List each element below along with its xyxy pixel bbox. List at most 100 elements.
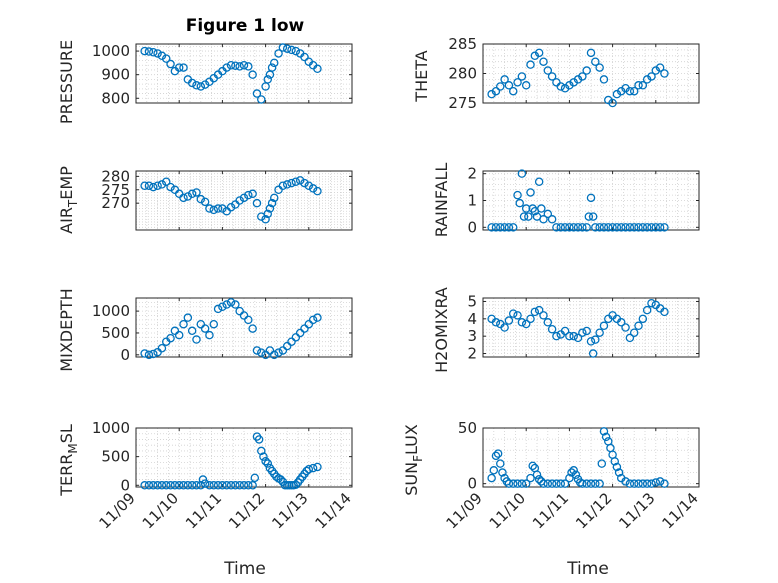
y-tick-label: 1000	[92, 302, 130, 320]
data-point	[595, 223, 604, 232]
data-point	[267, 198, 277, 208]
data-point	[248, 324, 257, 333]
data-point	[295, 176, 305, 185]
data-point	[170, 481, 180, 490]
data-point	[625, 333, 635, 343]
data-point	[166, 59, 175, 69]
data-point	[556, 82, 566, 91]
data-point	[500, 223, 509, 232]
data-point	[508, 86, 518, 96]
plot-area	[483, 298, 699, 357]
data-point	[166, 481, 175, 490]
ylabel-mixdepth: MIXDEPTH	[57, 288, 76, 371]
data-point	[634, 223, 643, 232]
y-tick-label: 280	[101, 167, 130, 185]
y-tick-label: 1	[467, 192, 477, 210]
data-point	[547, 215, 557, 224]
data-point	[254, 435, 264, 444]
data-point	[571, 470, 581, 480]
data-point	[539, 479, 548, 488]
data-point	[205, 481, 214, 490]
data-point	[591, 335, 600, 344]
data-point	[528, 204, 537, 213]
data-point	[569, 466, 578, 475]
data-point	[263, 459, 273, 468]
data-point	[616, 223, 626, 232]
data-point	[308, 184, 318, 193]
data-point	[282, 341, 292, 351]
data-point	[248, 70, 257, 79]
data-point	[205, 330, 214, 340]
data-point	[552, 479, 561, 488]
data-point	[595, 63, 604, 72]
data-point	[629, 328, 639, 337]
data-point	[226, 60, 236, 70]
axes-box	[135, 297, 353, 358]
data-point	[291, 480, 301, 489]
data-point	[157, 481, 167, 490]
plot-area	[483, 428, 699, 487]
data-point	[647, 479, 656, 488]
data-point	[282, 180, 292, 189]
data-point	[655, 477, 665, 486]
data-point	[244, 190, 253, 200]
data-point	[508, 309, 518, 318]
data-point	[226, 481, 236, 490]
data-point	[226, 202, 236, 212]
data-point	[651, 478, 661, 487]
data-point	[655, 223, 665, 232]
data-point	[144, 181, 154, 190]
data-point	[565, 331, 574, 341]
data-point	[498, 468, 507, 477]
data-point	[213, 304, 223, 314]
data-point	[174, 330, 184, 340]
data-point	[660, 479, 669, 488]
y-tick-label: 0	[120, 476, 130, 494]
data-point	[278, 43, 288, 52]
data-point	[248, 189, 257, 199]
y-tick-label: 4	[467, 310, 477, 328]
data-point	[313, 64, 322, 74]
data-point	[257, 348, 266, 357]
y-tick-label: 0	[120, 346, 130, 364]
y-tick-label: 275	[448, 94, 477, 112]
data-point	[660, 307, 669, 317]
xlabel-time-left: Time	[223, 559, 266, 579]
data-point	[530, 307, 540, 317]
data-point	[263, 75, 273, 84]
ylabel-theta: THETA	[412, 50, 431, 102]
data-point	[149, 481, 158, 490]
data-point	[140, 349, 149, 358]
data-point	[504, 223, 514, 232]
data-point	[517, 169, 527, 178]
y-tick-label: 270	[101, 194, 130, 212]
data-point	[287, 337, 296, 346]
data-point	[534, 305, 544, 315]
data-point	[621, 477, 630, 486]
data-point	[170, 326, 180, 336]
data-point	[524, 212, 533, 221]
data-point	[313, 313, 322, 322]
data-point	[244, 481, 253, 490]
data-point	[588, 212, 598, 221]
data-point	[140, 181, 149, 190]
data-point	[257, 446, 266, 456]
data-point	[560, 479, 570, 488]
ylabel-pressure: PRESSURE	[57, 40, 76, 124]
data-point	[569, 331, 578, 341]
data-point	[586, 479, 596, 488]
data-point	[534, 48, 544, 58]
data-point	[504, 316, 514, 325]
data-point	[586, 48, 596, 58]
data-point	[192, 481, 201, 490]
data-point	[235, 62, 244, 71]
data-point	[261, 350, 270, 360]
data-point	[582, 326, 591, 336]
data-point	[599, 427, 609, 436]
data-point	[638, 479, 648, 488]
data-point	[651, 223, 661, 232]
data-point	[304, 181, 314, 190]
data-point	[526, 188, 535, 197]
